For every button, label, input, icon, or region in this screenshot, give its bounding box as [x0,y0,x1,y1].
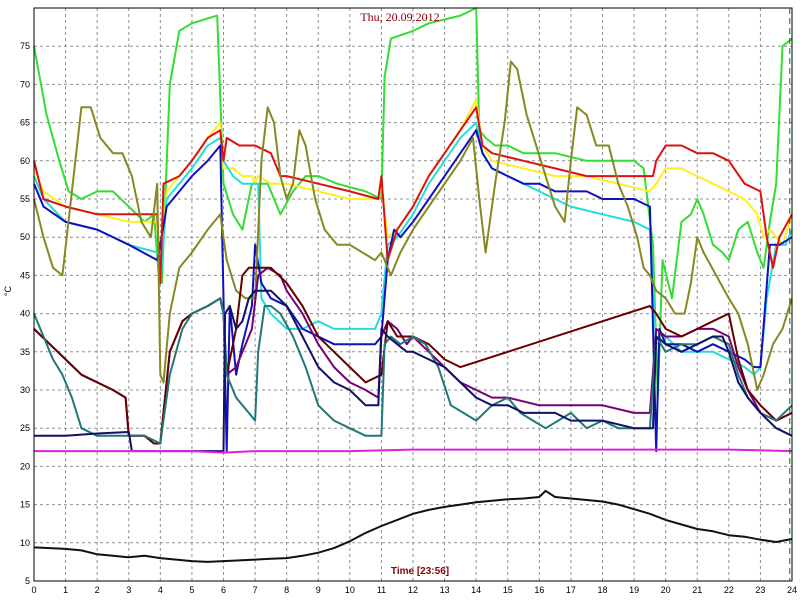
x-tick-label-22: 22 [724,585,734,595]
x-tick-label-24: 24 [787,585,797,595]
x-tick-label-16: 16 [534,585,544,595]
y-tick-label-55: 55 [20,194,30,204]
x-tick-label-9: 9 [316,585,321,595]
x-axis-label: Time [23:56] [391,566,449,577]
y-tick-label-40: 40 [20,309,30,319]
x-tick-label-7: 7 [253,585,258,595]
plot-frame [33,7,793,582]
x-tick-label-8: 8 [284,585,289,595]
series-line-11 [34,448,793,454]
x-tick-label-18: 18 [597,585,607,595]
y-tick-label-30: 30 [20,385,30,395]
x-tick-label-5: 5 [189,585,194,595]
y-tick-label-70: 70 [20,79,30,89]
x-tick-label-10: 10 [345,585,355,595]
x-tick-label-15: 15 [503,585,513,595]
y-tick-label-35: 35 [20,347,30,357]
x-tick-label-12: 12 [408,585,418,595]
chart-title: Thu, 20.09.2012 [360,10,439,24]
y-tick-label-60: 60 [20,156,30,166]
series-line-10 [34,289,793,453]
grid [33,8,793,582]
plot-border [33,7,793,582]
y-tick-label-75: 75 [20,41,30,51]
series-line-6 [33,60,793,391]
x-tick-label-14: 14 [471,585,481,595]
x-tick-label-0: 0 [31,585,36,595]
y-tick-label-65: 65 [20,118,30,128]
series-line-5 [33,106,793,284]
x-tick-label-20: 20 [661,585,671,595]
x-tick-label-3: 3 [126,585,131,595]
y-tick-label-50: 50 [20,232,30,242]
x-tick-label-21: 21 [692,585,702,595]
x-tick-label-13: 13 [440,585,450,595]
y-tick-label-25: 25 [20,423,30,433]
series-line-12 [33,489,793,563]
series-line-9 [33,297,793,445]
y-tick-label-10: 10 [20,538,30,548]
y-tick-label-45: 45 [20,270,30,280]
y-tick-label-5: 5 [25,576,30,586]
y-tick-label-15: 15 [20,500,30,510]
tick-labels: 0 1 2 3 4 5 6 7 8 9 10 11 12 13 14 15 16 17 18 19 20 21 22 23 24… [20,41,797,595]
y-tick-label-20: 20 [20,461,30,471]
x-tick-label-17: 17 [566,585,576,595]
x-tick-label-4: 4 [158,585,163,595]
x-tick-label-2: 2 [95,585,100,595]
x-tick-label-6: 6 [221,585,226,595]
x-tick-label-19: 19 [629,585,639,595]
y-axis-label: °C [3,285,13,296]
x-tick-label-11: 11 [377,585,386,595]
series-group [33,7,793,563]
x-tick-label-23: 23 [755,585,765,595]
x-tick-label-1: 1 [63,585,68,595]
